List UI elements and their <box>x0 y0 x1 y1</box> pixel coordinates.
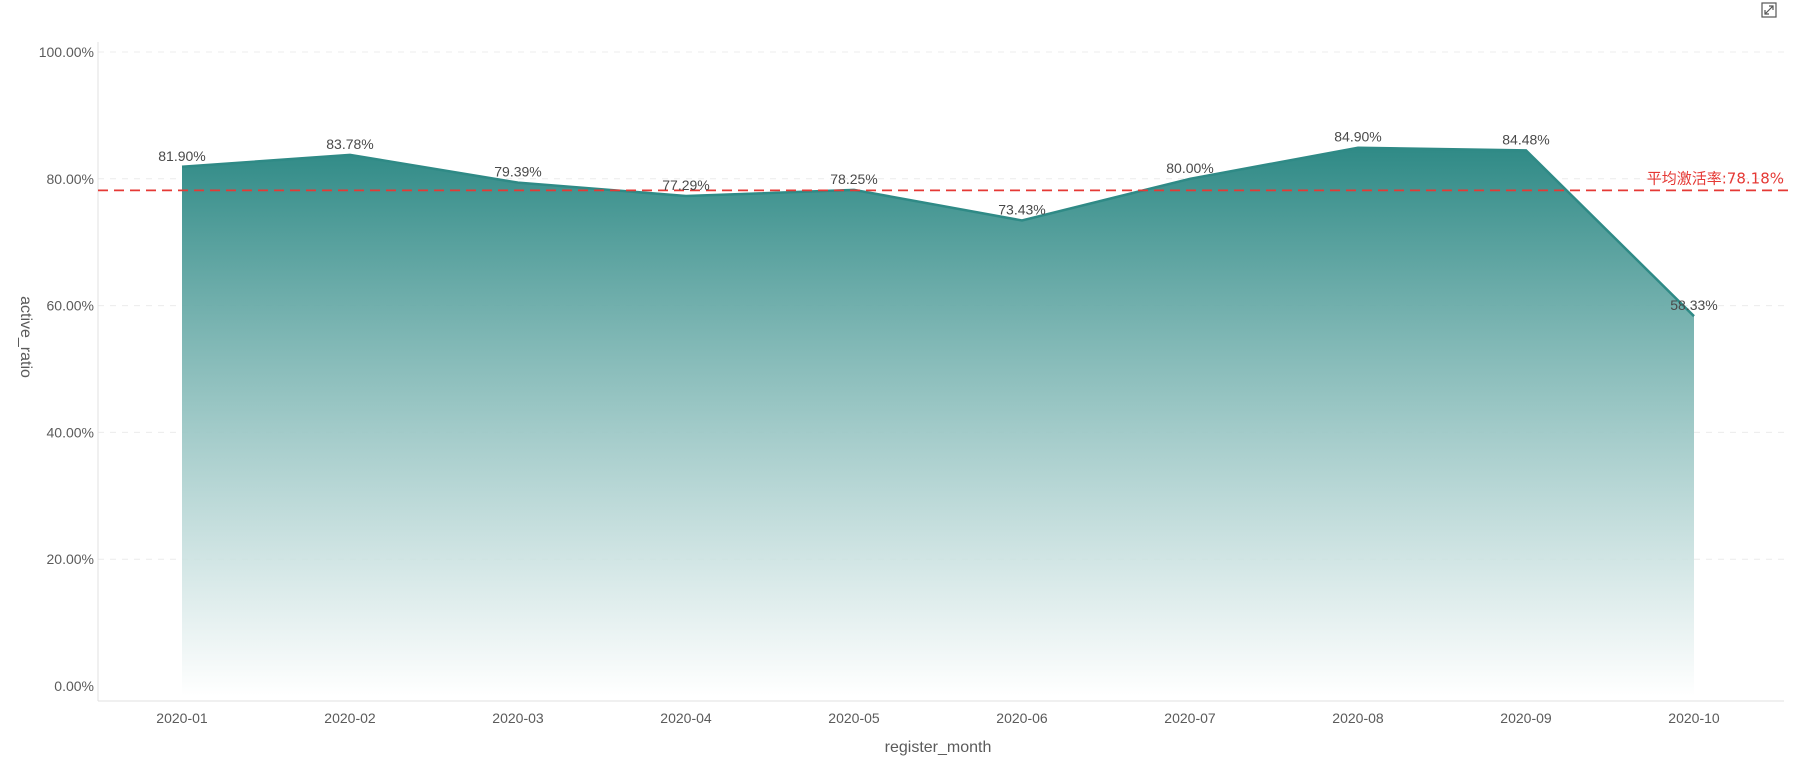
x-tick-label: 2020-01 <box>156 710 208 726</box>
data-label: 73.43% <box>998 201 1045 217</box>
data-label: 81.90% <box>158 148 205 164</box>
data-label: 84.90% <box>1334 129 1381 145</box>
x-tick-label: 2020-10 <box>1668 710 1720 726</box>
data-label: 84.48% <box>1502 131 1549 147</box>
y-axis-title: active_ratio <box>17 296 34 378</box>
data-label-layer: 81.90% 83.78% 79.39% 77.29% 78.25% 73.43% 80.0… <box>158 129 1717 313</box>
x-tick-label: 2020-04 <box>660 710 712 726</box>
data-label: 78.25% <box>830 171 877 187</box>
x-tick-label: 2020-02 <box>324 710 376 726</box>
expand-button[interactable] <box>1761 2 1777 18</box>
x-tick-label: 2020-09 <box>1500 710 1552 726</box>
y-tick-label: 20.00% <box>47 551 94 567</box>
data-label: 58.33% <box>1670 297 1717 313</box>
data-label: 79.39% <box>494 164 541 180</box>
average-reference-label: 平均激活率:78.18% <box>1647 169 1784 187</box>
area-layer <box>181 146 1695 696</box>
x-tick-label: 2020-08 <box>1332 710 1384 726</box>
y-tick-label: 0.00% <box>54 678 94 694</box>
x-tick-label: 2020-07 <box>1164 710 1216 726</box>
axis-title-layer: register_month active_ratio <box>17 296 991 756</box>
x-tick-label: 2020-06 <box>996 710 1048 726</box>
x-tick-label: 2020-03 <box>492 710 544 726</box>
axis-layer: 0.00% 20.00% 40.00% 60.00% 80.00% 100.00% 2020… <box>39 42 1784 726</box>
series-line <box>181 146 1695 318</box>
data-label: 77.29% <box>662 177 709 193</box>
area-fill <box>182 147 1694 696</box>
data-label: 80.00% <box>1166 160 1213 176</box>
x-axis-title: register_month <box>885 739 992 756</box>
y-tick-label: 40.00% <box>47 424 94 440</box>
y-tick-label: 80.00% <box>47 171 94 187</box>
y-tick-label: 100.00% <box>39 44 94 60</box>
expand-icon <box>1761 2 1777 18</box>
y-tick-label: 60.00% <box>47 298 94 314</box>
x-tick-label: 2020-05 <box>828 710 880 726</box>
reference-line-layer: 平均激活率:78.18% <box>98 169 1792 192</box>
data-label: 83.78% <box>326 136 373 152</box>
